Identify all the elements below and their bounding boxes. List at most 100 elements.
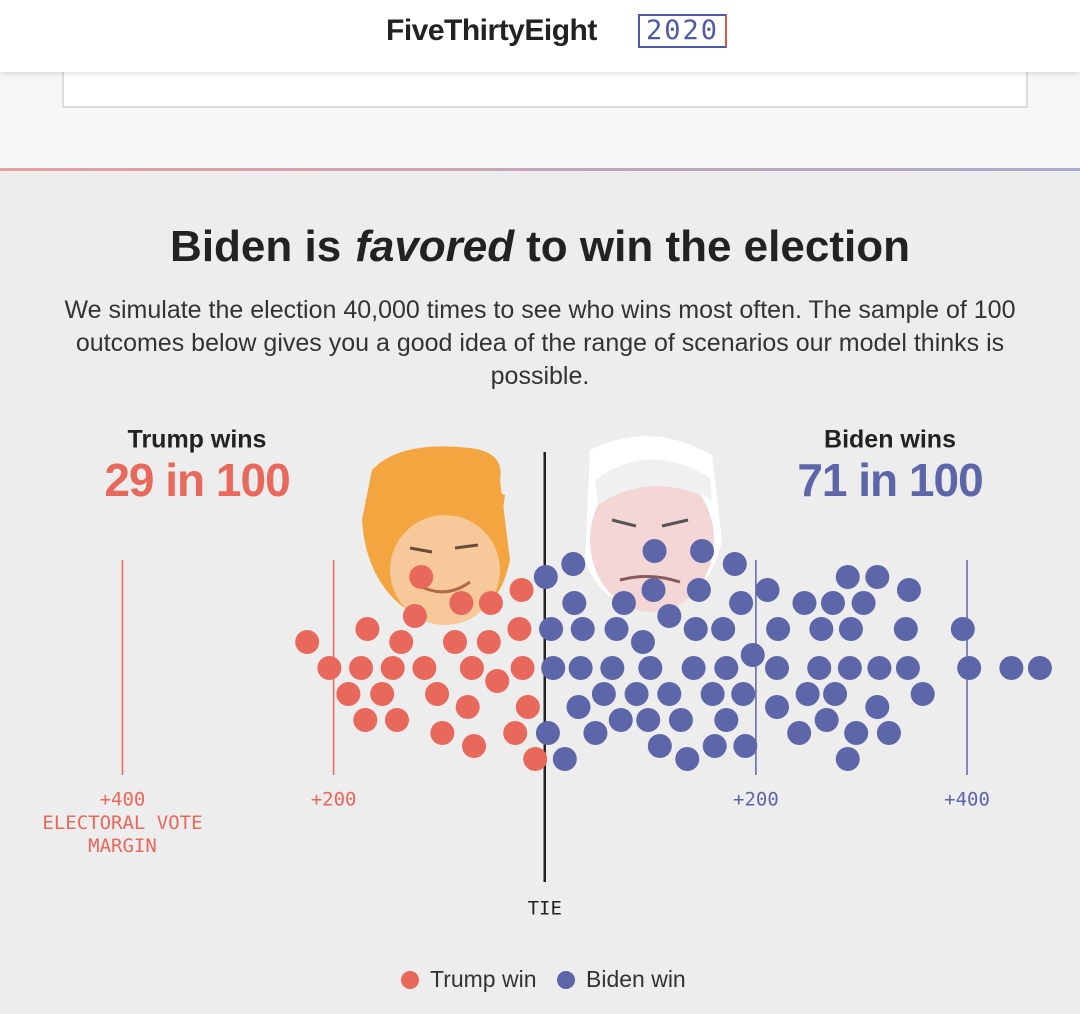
outcome-dot (459, 656, 484, 680)
x-tick-label: +400 (944, 789, 990, 811)
brand[interactable]: FiveThirtyEight (386, 14, 597, 47)
outcome-dot (539, 617, 564, 641)
legend-label: Trump win (430, 966, 537, 992)
header: FiveThirtyEight 2020 (0, 0, 1080, 72)
outcome-dot (353, 708, 378, 732)
outcome-dot (851, 591, 876, 615)
outcome-dot (1027, 656, 1052, 680)
outcome-dot (523, 747, 548, 771)
outcome-dot (370, 682, 395, 706)
outcome-dot (700, 682, 725, 706)
outcome-dot (814, 708, 839, 732)
outcome-dot (630, 630, 655, 654)
outcome-dot (317, 656, 342, 680)
outcome-dot (600, 656, 625, 680)
outcome-dot (740, 643, 765, 667)
outcome-dot (562, 591, 587, 615)
x-axis-label: ELECTORAL VOTE MARGIN (42, 812, 203, 857)
outcome-dot (876, 721, 901, 745)
legend-label: Biden win (586, 966, 686, 992)
summary-label: Trump wins (128, 426, 267, 454)
outcome-dot (765, 695, 790, 719)
outcome-dot (896, 578, 921, 602)
outcome-dot (455, 695, 480, 719)
outcome-dot (809, 617, 834, 641)
outcome-dot (507, 617, 532, 641)
subtitle: We simulate the election 40,000 times to… (64, 296, 1016, 390)
outcome-dot (795, 682, 820, 706)
outcome-dot (552, 747, 577, 771)
outcome-dot (384, 708, 409, 732)
summary-label: Biden wins (824, 426, 956, 454)
chart-title: Biden is favored to win the election (0, 222, 1080, 272)
title-part: Biden is (170, 222, 342, 271)
outcome-dot (462, 734, 487, 758)
x-tick-label: TIE (528, 898, 562, 920)
outcome-dot (478, 591, 503, 615)
outcome-dot (583, 721, 608, 745)
x-tick-label: +200 (733, 789, 779, 811)
outcome-dot (485, 669, 510, 693)
legend-swatch (401, 971, 419, 989)
outcome-dot (430, 721, 455, 745)
title-part: to win the election (526, 222, 910, 271)
outcome-dot (642, 539, 667, 563)
outcome-dot (412, 656, 437, 680)
outcome-dot (509, 578, 534, 602)
outcome-dot (380, 656, 405, 680)
outcome-dot (591, 682, 616, 706)
summary-value: 71 in 100 (797, 454, 982, 506)
outcome-dot (636, 708, 661, 732)
outcome-dot (402, 604, 427, 628)
outcome-dot (570, 617, 595, 641)
outcome-dot (533, 565, 558, 589)
outcome-dot (950, 617, 975, 641)
legend-swatch (557, 971, 575, 989)
outcome-dot (820, 591, 845, 615)
outcome-dot (541, 656, 566, 680)
outcome-dot (865, 565, 890, 589)
outcome-dot (844, 721, 869, 745)
outcome-dot (409, 565, 434, 589)
outcome-dot (729, 591, 754, 615)
summary-value: 29 in 100 (104, 454, 289, 506)
outcome-dot (838, 617, 863, 641)
outcome-dot (657, 682, 682, 706)
outcome-dot (295, 630, 320, 654)
outcome-dot (702, 734, 727, 758)
outcome-dot (443, 630, 468, 654)
outcome-dot (647, 734, 672, 758)
outcome-dot (641, 578, 666, 602)
outcome-dot (476, 630, 501, 654)
outcome-dot (755, 578, 780, 602)
outcome-dot (675, 747, 700, 771)
outcome-dot (681, 656, 706, 680)
biden-illustration (585, 436, 722, 612)
outcome-dot (766, 617, 791, 641)
outcome-dot (722, 552, 747, 576)
outcome-dot (336, 682, 361, 706)
year-badge[interactable]: 2020 (638, 14, 728, 48)
outcome-dot (349, 656, 374, 680)
outcome-dot (867, 656, 892, 680)
outcome-dot (683, 617, 708, 641)
outcome-dot (503, 721, 528, 745)
outcome-dot (510, 656, 535, 680)
outcome-dot (711, 617, 736, 641)
outcome-dot (714, 708, 739, 732)
outcome-dot (999, 656, 1024, 680)
outcome-dot (895, 656, 920, 680)
x-tick-label: +400 (100, 789, 146, 811)
x-tick-label: +200 (311, 789, 357, 811)
outcome-dot (690, 539, 715, 563)
outcome-dot (561, 552, 586, 576)
title-emphasis: favored (355, 222, 515, 271)
outcome-dot (837, 656, 862, 680)
outcome-dot (449, 591, 474, 615)
outcome-dot (686, 578, 711, 602)
outcome-dot (957, 656, 982, 680)
outcome-dot (515, 695, 540, 719)
outcome-dot (835, 565, 860, 589)
outcome-dot (657, 604, 682, 628)
outcome-dot (714, 656, 739, 680)
